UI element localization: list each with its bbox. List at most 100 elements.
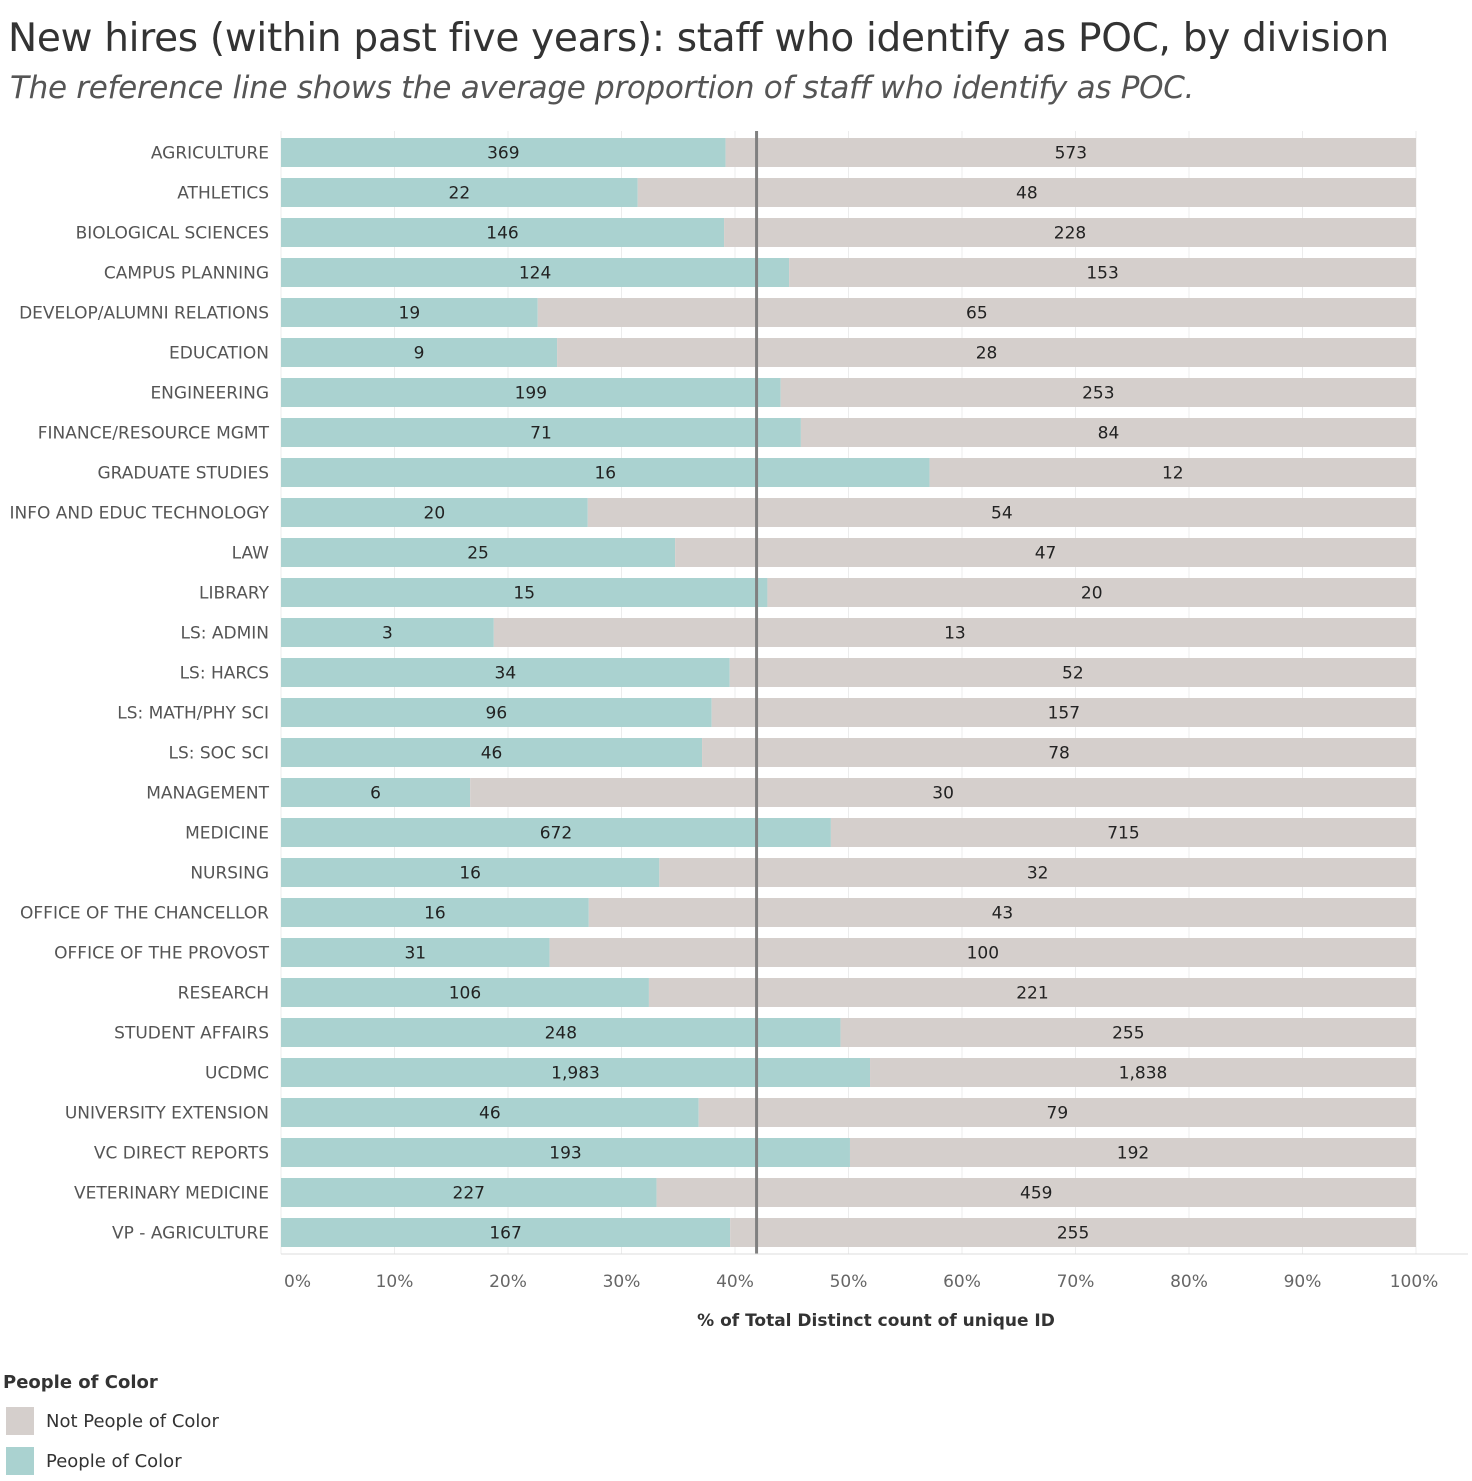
value-label-poc: 71 bbox=[530, 424, 552, 444]
value-label-not-poc: 228 bbox=[1054, 224, 1086, 244]
category-label: RESEARCH bbox=[178, 984, 269, 1004]
bar-poc bbox=[281, 378, 781, 407]
bar-poc bbox=[281, 738, 703, 767]
x-tick-label: 40% bbox=[716, 1272, 754, 1292]
bar-poc bbox=[281, 258, 790, 287]
x-tick-label: 60% bbox=[943, 1272, 981, 1292]
bar-not-poc bbox=[729, 658, 1416, 687]
bar-not-poc bbox=[659, 858, 1416, 887]
value-label-poc: 16 bbox=[459, 864, 481, 884]
legend-item-poc[interactable]: People of Color bbox=[3, 1441, 219, 1481]
bar-not-poc bbox=[711, 698, 1416, 727]
bar-not-poc bbox=[470, 778, 1417, 807]
bar-not-poc bbox=[789, 258, 1416, 287]
bar-poc bbox=[281, 698, 712, 727]
value-label-poc: 146 bbox=[486, 224, 518, 244]
category-label: LIBRARY bbox=[199, 584, 270, 604]
bars bbox=[281, 138, 1417, 1247]
value-label-poc: 6 bbox=[370, 784, 381, 804]
value-label-not-poc: 715 bbox=[1107, 824, 1139, 844]
value-label-poc: 25 bbox=[467, 544, 489, 564]
x-axis-title: % of Total Distinct count of unique ID bbox=[697, 1311, 1055, 1331]
value-label-poc: 16 bbox=[594, 464, 616, 484]
bar-not-poc bbox=[800, 418, 1416, 447]
x-tick-label: 0% bbox=[284, 1272, 311, 1292]
bar-poc bbox=[281, 1178, 657, 1207]
category-label: BIOLOGICAL SCIENCES bbox=[76, 224, 269, 244]
value-label-not-poc: 100 bbox=[967, 944, 999, 964]
legend-label-not-poc: Not People of Color bbox=[46, 1410, 219, 1432]
category-label: LS: SOC SCI bbox=[168, 744, 269, 764]
bar-poc bbox=[281, 298, 538, 327]
category-label: INFO AND EDUC TECHNOLOGY bbox=[9, 504, 269, 524]
bar-poc bbox=[281, 538, 676, 567]
value-label-not-poc: 32 bbox=[1027, 864, 1049, 884]
value-label-poc: 9 bbox=[414, 344, 425, 364]
x-tick-label: 30% bbox=[603, 1272, 641, 1292]
bar-not-poc bbox=[780, 378, 1416, 407]
category-label: OFFICE OF THE CHANCELLOR bbox=[20, 904, 269, 924]
value-label-poc: 20 bbox=[424, 504, 446, 524]
x-tick-label: 50% bbox=[830, 1272, 868, 1292]
category-label: MEDICINE bbox=[185, 824, 269, 844]
value-label-not-poc: 221 bbox=[1016, 984, 1048, 1004]
category-label: CAMPUS PLANNING bbox=[104, 264, 269, 284]
bar-not-poc bbox=[557, 338, 1416, 367]
bar-poc bbox=[281, 218, 725, 247]
category-label: UCDMC bbox=[205, 1064, 269, 1084]
value-label-not-poc: 78 bbox=[1048, 744, 1070, 764]
category-label: LS: MATH/PHY SCI bbox=[117, 704, 269, 724]
bar-not-poc bbox=[724, 218, 1416, 247]
stacked-bar-chart: AGRICULTURE ATHLETICS BIOLOGICAL SCIENCES C… bbox=[9, 131, 1468, 1331]
legend-item-not-poc[interactable]: Not People of Color bbox=[3, 1401, 219, 1441]
category-label: UNIVERSITY EXTENSION bbox=[65, 1104, 269, 1124]
category-label: VETERINARY MEDICINE bbox=[74, 1184, 269, 1204]
bar-not-poc bbox=[675, 538, 1416, 567]
bar-not-poc bbox=[656, 1178, 1416, 1207]
value-label-poc: 15 bbox=[513, 584, 535, 604]
bar-poc bbox=[281, 818, 831, 847]
value-label-not-poc: 13 bbox=[944, 624, 966, 644]
x-tick-label: 90% bbox=[1284, 1272, 1322, 1292]
value-label-poc: 96 bbox=[486, 704, 508, 724]
value-label-not-poc: 20 bbox=[1081, 584, 1103, 604]
value-label-poc: 22 bbox=[449, 184, 471, 204]
value-label-poc: 672 bbox=[540, 824, 572, 844]
category-label: FINANCE/RESOURCE MGMT bbox=[38, 424, 270, 444]
bar-poc bbox=[281, 338, 558, 367]
bar-poc bbox=[281, 978, 649, 1007]
value-label-poc: 31 bbox=[404, 944, 426, 964]
value-label-not-poc: 459 bbox=[1020, 1184, 1052, 1204]
legend-label-poc: People of Color bbox=[46, 1450, 182, 1472]
value-label-poc: 46 bbox=[481, 744, 503, 764]
value-label-poc: 193 bbox=[549, 1144, 581, 1164]
category-label: GRADUATE STUDIES bbox=[97, 464, 269, 484]
value-label-not-poc: 255 bbox=[1057, 1224, 1089, 1244]
value-label-not-poc: 573 bbox=[1055, 144, 1087, 164]
value-label-not-poc: 153 bbox=[1086, 264, 1118, 284]
value-label-not-poc: 192 bbox=[1117, 1144, 1149, 1164]
bar-poc bbox=[281, 458, 930, 487]
x-tick-label: 20% bbox=[489, 1272, 527, 1292]
legend-swatch-poc bbox=[6, 1447, 34, 1475]
x-tick-label: 80% bbox=[1170, 1272, 1208, 1292]
bar-not-poc bbox=[767, 578, 1416, 607]
value-label-poc: 227 bbox=[453, 1184, 485, 1204]
bar-poc bbox=[281, 178, 638, 207]
category-labels: AGRICULTURE ATHLETICS BIOLOGICAL SCIENCES C… bbox=[9, 144, 269, 1244]
bar-poc bbox=[281, 658, 730, 687]
x-tick-label: 10% bbox=[376, 1272, 414, 1292]
x-axis: 0% 10% 20% 30% 40% 50% 60% 70% 80% 90% 100% bbox=[281, 1253, 1468, 1292]
category-label: MANAGEMENT bbox=[146, 784, 269, 804]
category-label: OFFICE OF THE PROVOST bbox=[54, 944, 269, 964]
category-label: VC DIRECT REPORTS bbox=[94, 1144, 269, 1164]
category-label: NURSING bbox=[190, 864, 269, 884]
bar-not-poc bbox=[725, 138, 1416, 167]
bar-not-poc bbox=[537, 298, 1416, 327]
value-label-not-poc: 52 bbox=[1062, 664, 1084, 684]
bar-poc bbox=[281, 778, 471, 807]
value-label-not-poc: 79 bbox=[1047, 1104, 1069, 1124]
category-label: VP - AGRICULTURE bbox=[112, 1224, 269, 1244]
category-label: ATHLETICS bbox=[177, 184, 269, 204]
category-label: AGRICULTURE bbox=[151, 144, 269, 164]
